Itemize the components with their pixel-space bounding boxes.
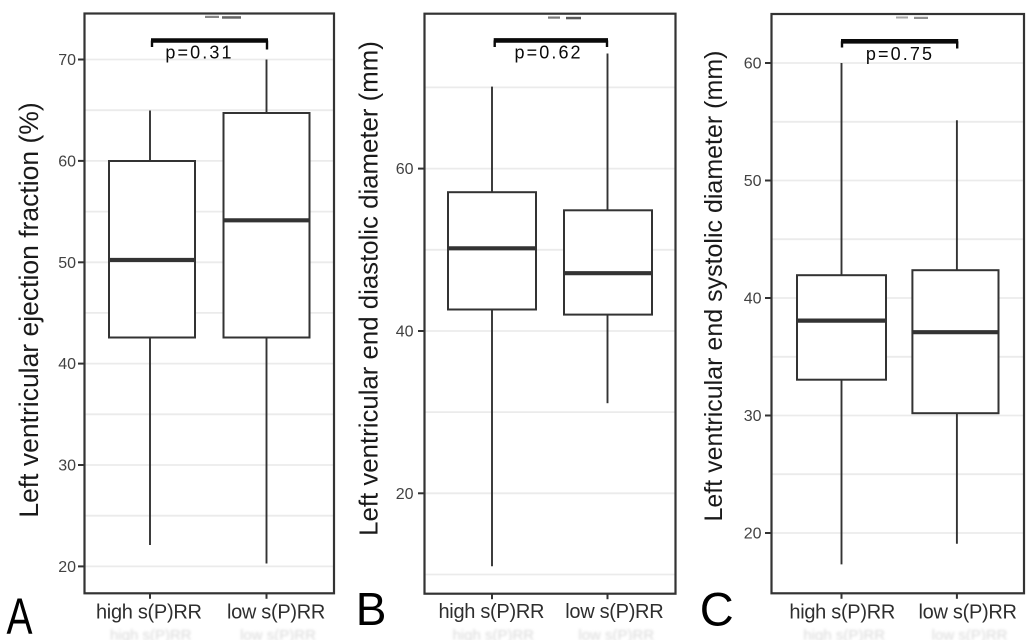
svg-text:high s(P)RR: high s(P)RR — [452, 627, 534, 640]
svg-text:low s(P)RR: low s(P)RR — [578, 627, 654, 640]
svg-text:low s(P)RR: low s(P)RR — [565, 601, 663, 623]
svg-text:30: 30 — [58, 458, 76, 475]
svg-text:40: 40 — [744, 291, 762, 308]
svg-text:low s(P)RR: low s(P)RR — [932, 627, 1008, 640]
svg-text:40: 40 — [58, 356, 76, 373]
svg-text:20: 20 — [396, 486, 414, 503]
svg-text:20: 20 — [58, 559, 76, 576]
svg-text:50: 50 — [744, 173, 762, 190]
svg-text:60: 60 — [58, 154, 76, 171]
svg-text:p=0.75: p=0.75 — [866, 44, 934, 64]
svg-text:p=0.62: p=0.62 — [515, 43, 583, 63]
svg-text:C: C — [700, 582, 734, 635]
svg-text:high s(P)RR: high s(P)RR — [789, 602, 895, 624]
svg-text:high s(P)RR: high s(P)RR — [438, 601, 544, 623]
svg-text:50: 50 — [58, 255, 76, 272]
svg-text:20: 20 — [744, 526, 762, 543]
svg-text:high s(P)RR: high s(P)RR — [803, 627, 885, 640]
svg-text:60: 60 — [744, 56, 762, 73]
svg-text:Left ventricular end diastolic: Left ventricular end diastolic diameter … — [356, 41, 384, 536]
svg-text:Left ventricular end systolic: Left ventricular end systolic diameter (… — [700, 51, 728, 522]
svg-text:60: 60 — [396, 161, 414, 178]
svg-text:low s(P)RR: low s(P)RR — [919, 602, 1017, 624]
svg-text:high s(P)RR: high s(P)RR — [96, 602, 202, 624]
svg-text:low s(P)RR: low s(P)RR — [240, 627, 316, 640]
svg-text:70: 70 — [58, 52, 76, 69]
svg-text:B: B — [356, 583, 387, 635]
svg-text:low s(P)RR: low s(P)RR — [227, 602, 325, 624]
svg-text:Left ventricular ejection frac: Left ventricular ejection fraction (%) — [14, 102, 44, 517]
svg-text:30: 30 — [744, 408, 762, 425]
svg-text:40: 40 — [396, 324, 414, 341]
svg-text:high s(P)RR: high s(P)RR — [110, 627, 192, 640]
svg-text:p=0.31: p=0.31 — [165, 42, 233, 62]
svg-text:A: A — [7, 588, 33, 640]
